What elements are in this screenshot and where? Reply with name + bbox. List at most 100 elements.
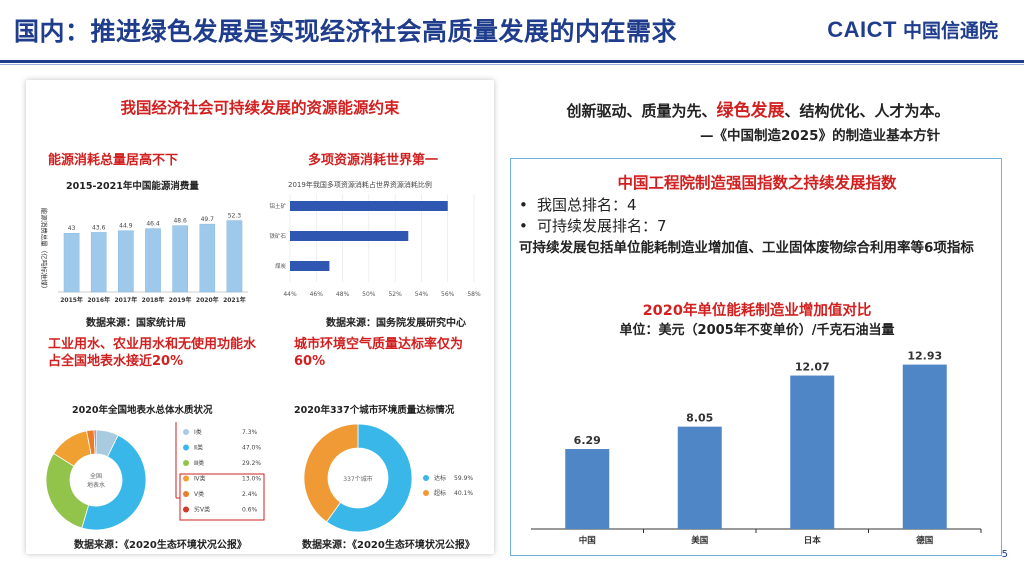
water-legend-label: Ⅰ类 [194, 428, 202, 436]
value-added-chart-title: 2020年单位能耗制造业增加值对比 [642, 303, 872, 319]
left-heading: 我国经济社会可持续发展的资源能源约束 [120, 99, 400, 117]
water-legend-label: 劣Ⅴ类 [194, 506, 210, 514]
water-legend-value: 13.0% [242, 476, 261, 483]
energy-bar [199, 223, 216, 293]
va-category-label: 美国 [691, 535, 708, 546]
air-legend-marker [423, 490, 429, 496]
water-center-label: 地表水 [87, 481, 105, 489]
water-legend-value: 47.0% [242, 445, 261, 452]
energy-source: 数据来源：国家统计局 [86, 318, 186, 329]
energy-tick-label: 2018年 [142, 296, 165, 304]
resources-subtitle: 多项资源消耗世界第一 [308, 153, 439, 168]
energy-tick-label: 2016年 [87, 296, 110, 304]
energy-tick-label: 2019年 [169, 296, 192, 304]
resources-bar [290, 201, 448, 211]
water-slice [93, 429, 97, 455]
water-legend-marker [183, 506, 189, 513]
resources-tick-label: 44% [283, 291, 297, 298]
index-title: 中国工程院制造强国指数之持续发展指数 [617, 174, 897, 192]
resources-category-label: 铁矿石 [269, 232, 286, 240]
header-divider [0, 60, 1024, 63]
ranking-total: 我国总排名：4 [537, 196, 637, 214]
logo-cn: 中国信通院 [902, 20, 998, 42]
air-slice [303, 423, 359, 523]
resources-tick-label: 58% [467, 291, 481, 298]
air-legend-label: 超标 [434, 489, 446, 497]
va-value-label: 12.07 [795, 361, 830, 374]
ranking-list: • 我国总排名：4 • 可持续发展排名：7 [519, 195, 667, 237]
value-added-chart: 6.29 中国 8.05 美国 12.07 日本 12.93 德国 [531, 350, 982, 546]
guideline-part-c: 、结构优化、人才为本。 [784, 102, 950, 120]
energy-value-label: 48.6 [173, 218, 187, 225]
water-center-label: 全国 [90, 472, 102, 480]
air-chart: 337个城市 达标 59.9% 超标 40.1% [303, 423, 473, 533]
resources-bar [290, 231, 409, 241]
resources-category-label: 煤炭 [275, 262, 287, 270]
bullet-mark: • [519, 217, 528, 235]
water-highlight-box [179, 473, 265, 521]
water-legend-marker [183, 444, 189, 451]
resources-chart-title: 2019年我国多项资源消耗占世界资源消耗比例 [288, 181, 432, 189]
energy-bar [172, 225, 188, 293]
value-added-unit: 单位：美元（2005年不变单价）/千克石油当量 [619, 323, 895, 338]
water-legend-marker [183, 475, 189, 482]
energy-value-label: 49.7 [201, 216, 215, 223]
air-legend-label: 达标 [434, 474, 446, 482]
resources-category-label: 铝土矿 [269, 202, 286, 210]
guideline-quote: —《中国制造2025》的制造业基本方针 [700, 128, 941, 144]
energy-tick-label: 2015年 [60, 296, 83, 304]
header-divider-thin [0, 64, 1024, 65]
water-legend-value: 7.3% [242, 429, 258, 436]
left-panel: 我国经济社会可持续发展的资源能源约束 能源消耗总量居高不下 2015-2021年… [26, 80, 494, 554]
resources-bar [290, 261, 330, 271]
water-legend-value: 29.2% [242, 460, 261, 467]
page-number: 5 [1001, 549, 1008, 560]
water-legend-label: Ⅲ类 [194, 459, 204, 467]
resources-tick-label: 52% [388, 291, 402, 298]
resources-source: 数据来源：国务院发展研究中心 [326, 318, 466, 329]
resources-tick-label: 48% [336, 291, 350, 298]
air-legend-marker [423, 475, 429, 481]
resources-tick-label: 56% [441, 291, 455, 298]
energy-value-label: 46.4 [146, 221, 160, 228]
resources-tick-label: 54% [415, 291, 429, 298]
water-legend-marker [183, 460, 189, 466]
va-category-label: 德国 [916, 535, 933, 546]
page-title: 国内：推进绿色发展是实现经济社会高质量发展的内在需求 [14, 17, 678, 46]
ranking-sustainable: 可持续发展排名：7 [537, 217, 667, 235]
water-legend-value: 0.6% [242, 507, 258, 514]
energy-bar [90, 232, 107, 293]
va-bar [565, 449, 610, 529]
bullet-mark: • [519, 196, 528, 214]
energy-value-label: 43.6 [92, 224, 106, 231]
energy-subtitle: 能源消耗总量居高不下 [48, 153, 179, 168]
va-bar [677, 426, 722, 529]
energy-ylabel: 能源消费总量（亿吨标准煤） [40, 208, 49, 293]
air-slice [325, 423, 413, 533]
energy-value-label: 43 [68, 225, 76, 232]
air-chart-title: 2020年337个城市环境质量达标情况 [294, 405, 455, 416]
list-item: • 我国总排名：4 [519, 195, 667, 216]
air-subtitle: 城市环境空气质量达标率仅为60% [294, 337, 464, 369]
va-bar [902, 364, 947, 529]
energy-bar [145, 228, 161, 293]
va-bar [790, 375, 835, 529]
water-legend-marker [183, 429, 189, 435]
va-value-label: 12.93 [907, 350, 942, 363]
water-source: 数据来源：《2020生态环境状况公报》 [74, 540, 247, 551]
logo-latin: CAICT [827, 16, 897, 42]
water-subtitle: 工业用水、农业用水和无使用功能水占全国地表水接近20% [48, 337, 257, 369]
air-legend-value: 40.1% [454, 490, 473, 497]
energy-value-label: 44.9 [119, 223, 133, 230]
guideline-line: 创新驱动、质量为先、绿色发展、结构优化、人才为本。 [518, 96, 998, 121]
energy-chart-title: 2015-2021年中国能源消费量 [66, 181, 199, 192]
water-chart-title: 2020年全国地表水总体水质状况 [72, 405, 213, 416]
energy-tick-label: 2017年 [115, 296, 138, 304]
energy-bar [226, 220, 243, 293]
air-source: 数据来源：《2020生态环境状况公报》 [302, 540, 475, 551]
water-chart: 全国地表水 Ⅰ类 7.3% Ⅱ类 47.0% Ⅲ类 29.2% Ⅳ类 13.0% Ⅴ类 2.4% 劣Ⅴ… [45, 422, 265, 531]
water-legend-label: Ⅱ类 [194, 444, 203, 452]
index-box: 中国工程院制造强国指数之持续发展指数 • 我国总排名：4 • 可持续发展排名：7 可… [510, 158, 1002, 556]
